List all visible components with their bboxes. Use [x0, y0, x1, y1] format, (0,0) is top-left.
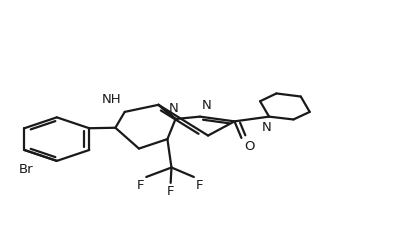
Text: F: F: [167, 185, 174, 198]
Text: Br: Br: [19, 163, 33, 176]
Text: F: F: [196, 179, 203, 192]
Text: N: N: [262, 121, 272, 134]
Text: F: F: [137, 179, 144, 192]
Text: NH: NH: [102, 93, 122, 106]
Text: O: O: [245, 140, 255, 153]
Text: N: N: [169, 102, 178, 115]
Text: N: N: [202, 99, 212, 112]
